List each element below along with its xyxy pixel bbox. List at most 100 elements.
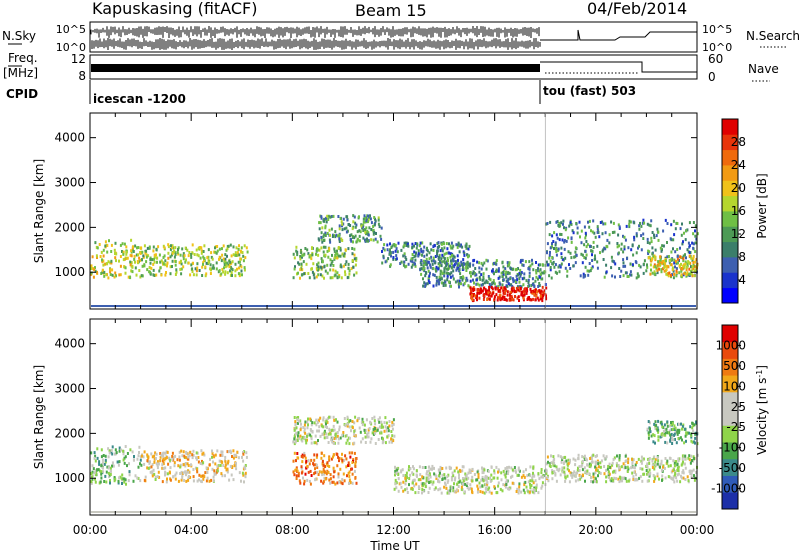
- echo-cell: [492, 291, 495, 295]
- echo-cell: [331, 259, 334, 263]
- echo-cell: [563, 239, 566, 242]
- echo-cell: [356, 230, 359, 234]
- echo-cell: [463, 262, 466, 266]
- echo-cell: [428, 257, 431, 261]
- echo-cell: [669, 259, 671, 263]
- echo-cell: [671, 422, 674, 426]
- echo-cell: [522, 488, 525, 492]
- echo-cell: [520, 475, 523, 479]
- echo-cell: [350, 429, 352, 433]
- echo-cell: [362, 421, 365, 424]
- echo-cell: [184, 246, 187, 250]
- echo-cell: [509, 290, 512, 294]
- echo-cell: [687, 273, 690, 277]
- echo-cell: [313, 421, 316, 425]
- echo-cell: [146, 246, 149, 250]
- echo-cell: [588, 219, 591, 223]
- cpid-segment-2: tou (fast) 503: [543, 84, 636, 98]
- echo-cell: [692, 232, 695, 236]
- echo-cell: [507, 469, 510, 473]
- echo-cell: [341, 482, 344, 486]
- echo-cell: [438, 255, 441, 259]
- echo-cell: [453, 482, 455, 486]
- echo-cell: [328, 238, 331, 242]
- echo-cell: [504, 473, 507, 477]
- echo-cell: [684, 260, 687, 264]
- echo-cell: [125, 250, 128, 254]
- echo-cell: [569, 220, 572, 224]
- echo-cell: [322, 463, 325, 467]
- echo-cell: [649, 224, 652, 228]
- colorbar-swatch: [722, 425, 738, 443]
- echo-cell: [332, 441, 335, 445]
- echo-cell: [686, 262, 689, 266]
- echo-cell: [521, 277, 524, 281]
- echo-cell: [220, 460, 223, 464]
- echo-cell: [299, 428, 302, 432]
- echo-cell: [352, 458, 355, 462]
- echo-cell: [211, 467, 214, 471]
- echo-cell: [307, 252, 310, 256]
- echo-cell: [696, 232, 699, 236]
- echo-cell: [306, 434, 308, 438]
- echo-cell: [435, 474, 438, 478]
- echo-cell: [389, 264, 392, 268]
- echo-cell: [354, 476, 357, 480]
- echo-cell: [356, 237, 359, 241]
- echo-cell: [341, 252, 344, 256]
- echo-cell: [553, 231, 556, 235]
- echo-cell: [417, 249, 420, 253]
- echo-cell: [568, 224, 571, 228]
- colorbar-swatch: [722, 134, 738, 151]
- echo-cell: [487, 476, 490, 480]
- echo-cell: [488, 486, 491, 490]
- echo-cell: [540, 475, 543, 479]
- colorbar-tick-label: 24: [731, 158, 746, 172]
- echo-cell: [129, 253, 132, 257]
- echo-cell: [681, 470, 684, 474]
- echo-cell: [683, 231, 685, 235]
- echo-cell: [617, 251, 620, 255]
- echo-cell: [382, 425, 384, 429]
- echo-cell: [580, 229, 583, 233]
- echo-cell: [620, 465, 623, 469]
- echo-cell: [337, 441, 340, 445]
- echo-cell: [453, 255, 456, 259]
- echo-cell: [323, 233, 326, 237]
- echo-cell: [456, 279, 459, 283]
- x-tick-label: 20:00: [579, 523, 614, 537]
- echo-cell: [676, 428, 679, 432]
- echo-cell: [374, 217, 376, 221]
- echo-cell: [549, 246, 552, 250]
- echo-cell: [584, 231, 587, 235]
- echo-cell: [352, 240, 354, 244]
- echo-cell: [237, 247, 240, 251]
- echo-cell: [457, 243, 460, 247]
- echo-cell: [658, 477, 660, 481]
- echo-cell: [392, 439, 395, 443]
- echo-cell: [379, 234, 382, 238]
- echo-cell: [156, 260, 158, 264]
- echo-cell: [317, 473, 320, 476]
- echo-cell: [372, 432, 375, 436]
- echo-cell: [674, 460, 677, 464]
- echo-cell: [415, 474, 418, 478]
- echo-cell: [425, 479, 428, 483]
- echo-cell: [672, 247, 674, 251]
- echo-cell: [109, 466, 112, 470]
- echo-cell: [327, 441, 330, 444]
- echo-cell: [407, 262, 410, 266]
- echo-cell: [143, 264, 146, 268]
- echo-cell: [332, 453, 335, 457]
- echo-cell: [90, 480, 93, 484]
- echo-cell: [657, 438, 660, 442]
- echo-cell: [504, 298, 507, 302]
- echo-cell: [616, 464, 618, 468]
- echo-cell: [121, 482, 123, 485]
- echo-cell: [520, 285, 523, 289]
- echo-cell: [353, 273, 356, 277]
- echo-cell: [182, 257, 185, 261]
- echo-cell: [666, 222, 669, 225]
- echo-cell: [311, 246, 313, 250]
- echo-cell: [216, 245, 219, 248]
